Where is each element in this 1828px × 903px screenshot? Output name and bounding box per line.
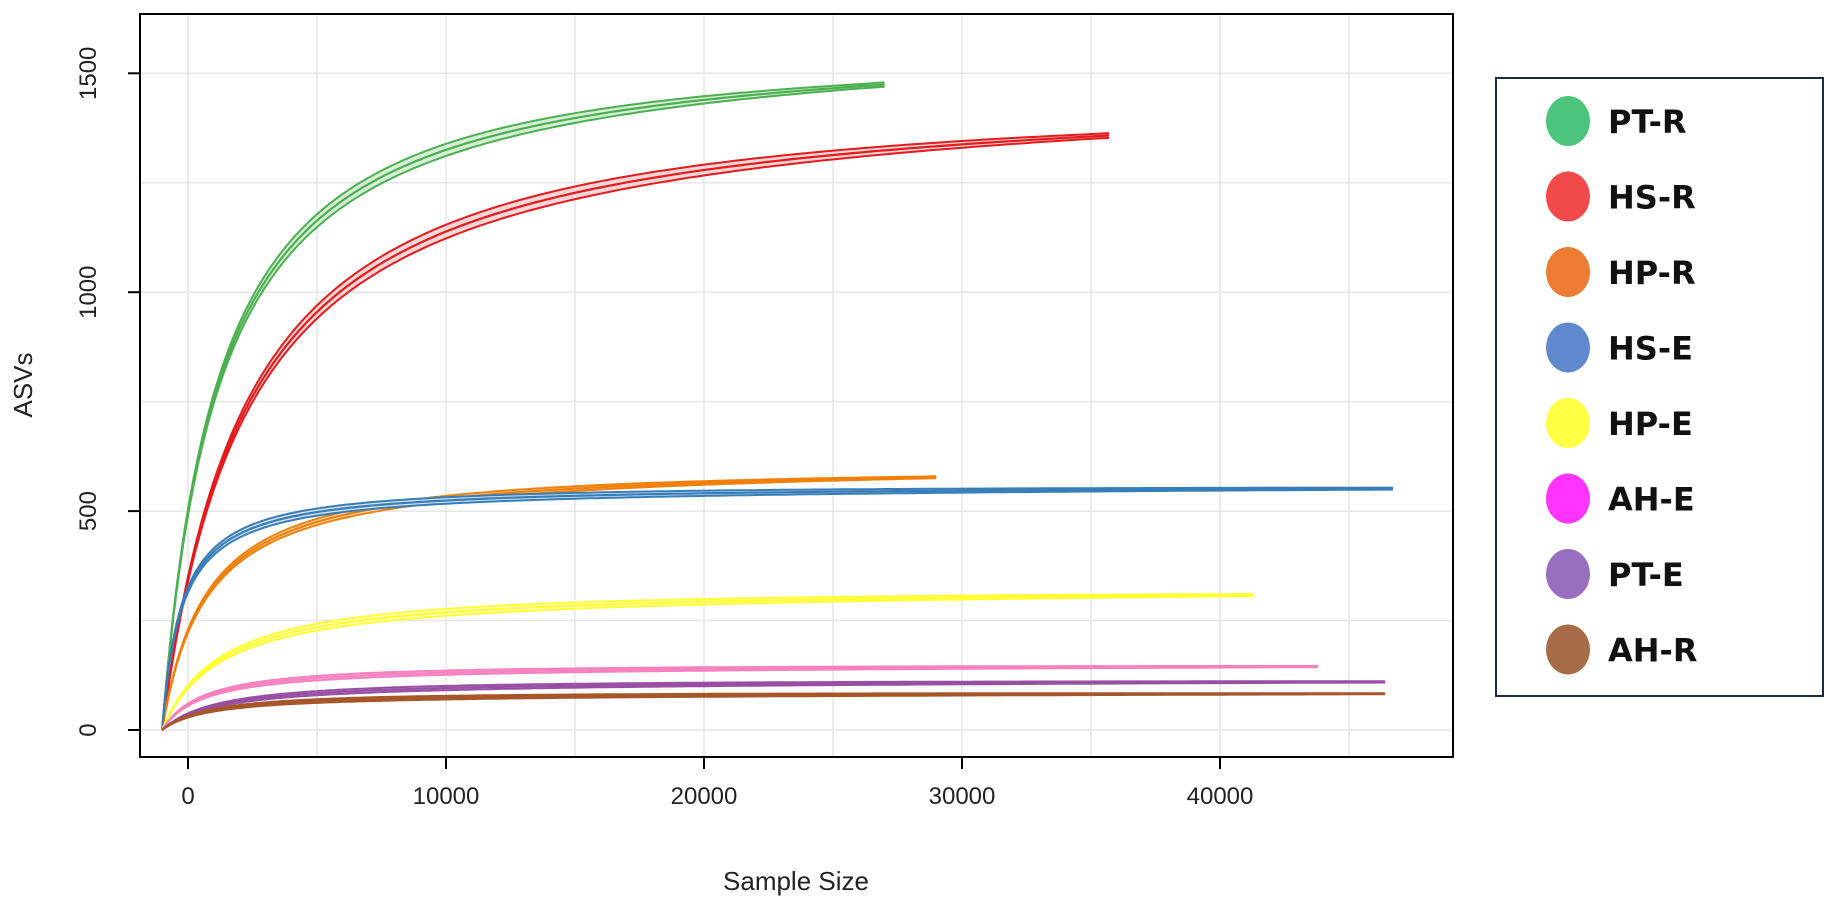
legend-swatch	[1546, 322, 1590, 373]
legend-swatch	[1546, 624, 1590, 675]
x-tick-label: 40000	[1187, 783, 1254, 810]
series-hp-e	[161, 593, 1254, 731]
mean-line	[161, 134, 1110, 731]
y-tick-label: 1500	[75, 47, 102, 100]
upper-bound-line	[161, 593, 1254, 731]
legend-label: HS-R	[1608, 179, 1696, 217]
confidence-band	[162, 82, 885, 730]
legend-label: AH-E	[1608, 481, 1695, 519]
legend-box	[1495, 77, 1824, 697]
x-axis-title: Sample Size	[723, 866, 869, 896]
legend-swatch	[1546, 247, 1590, 297]
x-tick-label: 30000	[929, 783, 996, 810]
series-pt-e	[161, 680, 1386, 731]
legend-swatch	[1546, 473, 1590, 524]
mean-line	[161, 680, 1386, 731]
upper-bound-line	[161, 132, 1110, 731]
legend-item-hs-r: HS-R	[1546, 171, 1696, 222]
series-hs-e	[161, 486, 1393, 730]
legend-item-hp-e: HP-E	[1546, 398, 1693, 448]
confidence-band	[162, 133, 1110, 731]
series-ah-r	[161, 692, 1386, 731]
y-tick-label: 1000	[75, 266, 102, 319]
upper-bound-line	[161, 692, 1386, 731]
y-axis: 0 500 1000 1500	[75, 47, 140, 737]
legend-item-hp-r: HP-R	[1546, 247, 1696, 297]
legend-swatch	[1546, 171, 1590, 222]
y-axis-title: ASVs	[8, 352, 38, 417]
y-tick-label: 500	[75, 491, 102, 531]
legend-label: AH-R	[1608, 632, 1697, 670]
x-tick-label: 10000	[413, 783, 480, 810]
legend-items: PT-R HS-R HP-R HS-E HP-E AH-E PT-E AH-R	[1546, 96, 1697, 675]
series-layer	[161, 81, 1393, 731]
upper-bound-line	[161, 81, 885, 730]
legend: PT-R HS-R HP-R HS-E HP-E AH-E PT-E AH-R	[1495, 77, 1824, 697]
legend-label: PT-R	[1608, 103, 1687, 141]
grid	[140, 14, 1453, 757]
series-ah-e	[161, 664, 1319, 731]
x-tick-label: 20000	[671, 783, 738, 810]
y-tick-label: 0	[75, 723, 102, 736]
legend-item-ah-e: AH-E	[1546, 473, 1695, 524]
x-axis: 0 10000 20000 30000 40000	[181, 757, 1253, 810]
mean-line	[161, 487, 1393, 730]
legend-item-pt-e: PT-E	[1546, 549, 1684, 599]
mean-line	[161, 476, 937, 731]
legend-swatch	[1546, 549, 1590, 599]
x-tick-label: 0	[181, 783, 194, 810]
legend-label: HP-R	[1608, 254, 1696, 292]
mean-line	[161, 665, 1318, 731]
legend-label: PT-E	[1608, 556, 1684, 594]
legend-item-hs-e: HS-E	[1546, 322, 1693, 373]
confidence-band	[162, 594, 1254, 730]
legend-item-pt-r: PT-R	[1546, 96, 1687, 146]
plot-frame	[139, 13, 1454, 758]
legend-swatch	[1546, 398, 1590, 448]
legend-item-ah-r: AH-R	[1546, 624, 1697, 675]
mean-line	[161, 692, 1386, 731]
mean-line	[161, 594, 1254, 731]
series-hp-r	[161, 475, 937, 731]
legend-label: HP-E	[1608, 405, 1693, 443]
mean-line	[161, 83, 885, 730]
legend-label: HS-E	[1608, 330, 1693, 368]
series-hs-r	[161, 132, 1110, 731]
lower-bound-line	[161, 595, 1254, 731]
legend-swatch	[1546, 96, 1590, 146]
series-pt-r	[161, 81, 885, 730]
upper-bound-line	[161, 680, 1386, 731]
